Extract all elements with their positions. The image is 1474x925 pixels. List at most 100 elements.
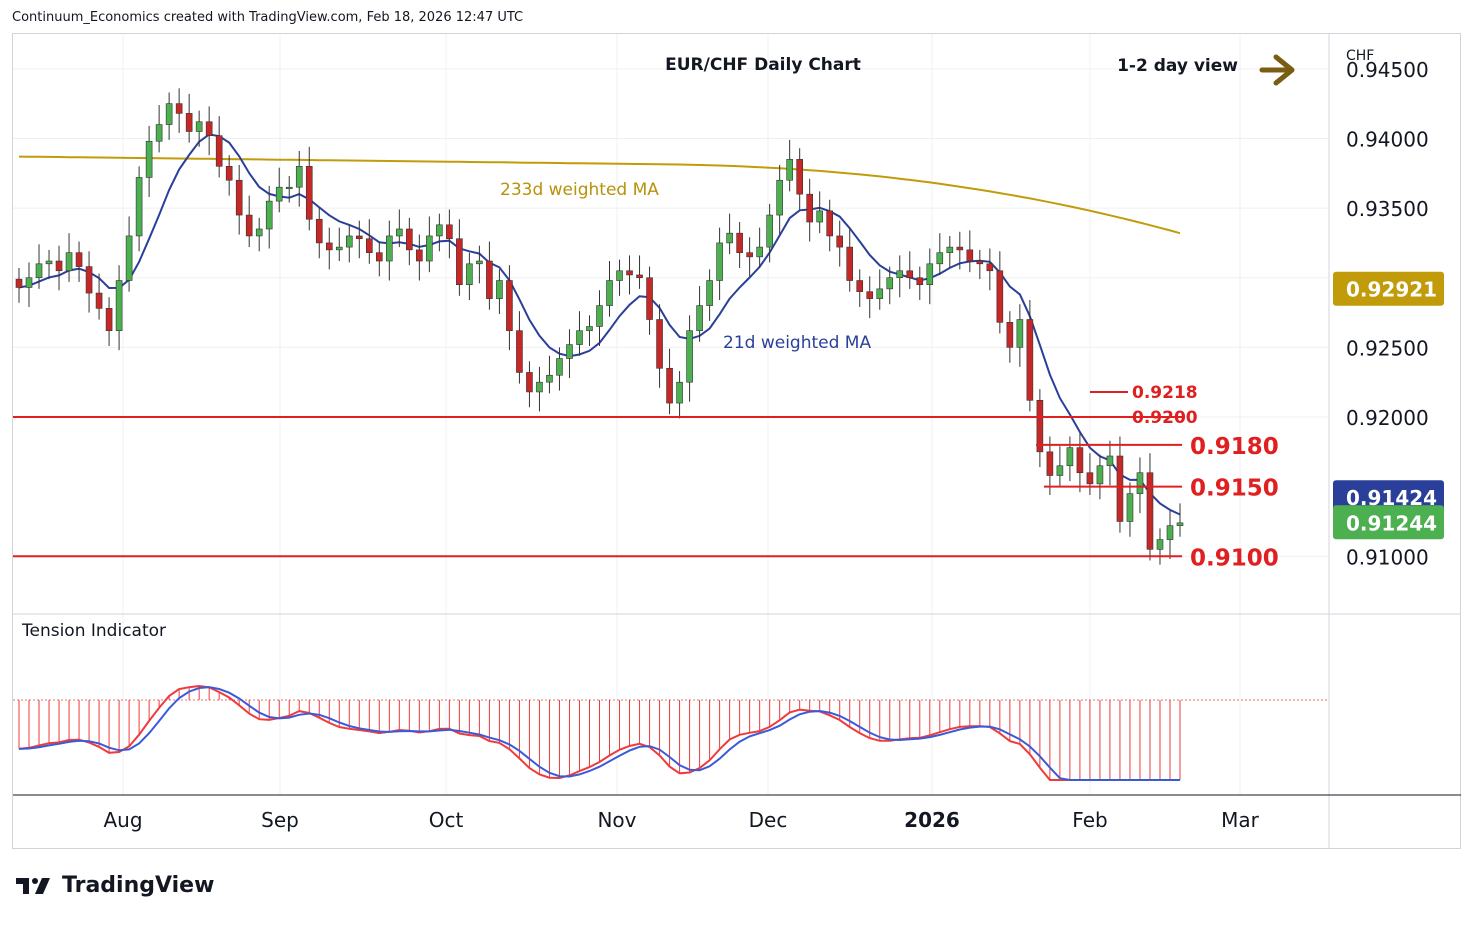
candle-up — [1136, 472, 1144, 494]
candle-down — [406, 228, 413, 251]
candle-down — [956, 246, 964, 251]
candle-up — [335, 246, 343, 251]
candle-down — [175, 103, 183, 114]
candle-up — [115, 280, 123, 331]
candle-down — [85, 266, 93, 294]
candle-down — [416, 249, 423, 262]
arrow-right-icon — [1259, 54, 1295, 86]
candle-down — [736, 232, 743, 253]
candle-down — [846, 246, 854, 281]
time-tick-label: Feb — [1072, 808, 1107, 832]
candle-down — [826, 210, 833, 237]
candle-down — [856, 280, 864, 292]
candle-up — [65, 252, 73, 272]
candle-down — [1026, 319, 1034, 401]
time-tick-label: Aug — [103, 808, 142, 832]
candle-down — [796, 159, 803, 195]
candle-up — [275, 186, 283, 202]
candle-up — [726, 232, 733, 244]
candle-up — [255, 228, 263, 237]
candle-up — [1056, 465, 1064, 476]
time-tick-label: Dec — [749, 808, 788, 832]
candle-down — [95, 292, 103, 309]
chart-credit: Continuum_Economics created with Trading… — [12, 10, 524, 25]
axes: 0.94500 0.94000 0.93500 0.92500 0.92000 0.910… — [13, 34, 1461, 849]
candle-down — [315, 218, 323, 244]
level-label: 0.9218 — [1132, 383, 1198, 403]
price-badge-label: 0.91244 — [1346, 511, 1437, 535]
candle-down — [376, 252, 383, 262]
candle-down — [1036, 399, 1044, 453]
candle-up — [786, 159, 793, 181]
candle-up — [1096, 465, 1104, 485]
candle-up — [756, 246, 763, 258]
candle-up — [536, 381, 543, 393]
candle-up — [476, 260, 483, 265]
price-tick-label: 0.94000 — [1346, 127, 1429, 151]
candle-up — [576, 330, 583, 345]
indicator-slow-line — [18, 686, 1180, 781]
ma21-label: 21d weighted MA — [723, 333, 871, 353]
candle-down — [225, 166, 233, 181]
candle-up — [1016, 319, 1024, 348]
candle-up — [546, 374, 553, 383]
candle-down — [516, 330, 523, 373]
candle-up — [556, 358, 563, 376]
candle-up — [676, 381, 683, 404]
candle-down — [245, 214, 253, 237]
view-label: 1-2 day view — [1117, 56, 1238, 76]
level-label: 0.9180 — [1190, 434, 1279, 460]
price-badge-label: 0.92921 — [1346, 278, 1437, 302]
price-tick-label: 0.92000 — [1346, 406, 1429, 430]
candle-up — [766, 214, 773, 248]
candle-down — [366, 238, 373, 253]
candle-up — [686, 330, 693, 383]
tradingview-logo-icon — [16, 877, 50, 894]
candle-up — [265, 200, 273, 230]
candle-down — [355, 235, 363, 240]
ma233-line — [18, 155, 1181, 235]
time-tick-label: Nov — [597, 808, 636, 832]
candle-down — [636, 274, 643, 279]
price-tick-label: 0.91000 — [1346, 545, 1429, 569]
candle-down — [55, 260, 63, 272]
candle-up — [125, 235, 133, 281]
candles — [15, 88, 1184, 565]
candle-up — [165, 103, 173, 125]
candle-up — [496, 280, 503, 299]
candle-down — [806, 193, 813, 223]
time-tick-label: Mar — [1221, 808, 1260, 832]
candle-up — [616, 270, 623, 281]
candle-up — [706, 280, 713, 306]
candle-down — [1116, 455, 1124, 522]
candle-up — [896, 270, 904, 279]
candle-up — [1106, 455, 1114, 467]
chart-title: EUR/CHF Daily Chart — [665, 55, 861, 75]
candle-up — [285, 186, 293, 190]
candle-up — [35, 263, 43, 279]
candle-up — [606, 280, 613, 306]
levels: 0.9218 0.9200 0.9180 0.9150 0.9100 — [13, 383, 1279, 571]
candle-down — [1076, 447, 1084, 474]
candle-up — [696, 305, 703, 331]
price-badge — [1333, 505, 1444, 540]
candle-up — [936, 252, 944, 265]
candle-up — [566, 344, 573, 359]
candle-up — [946, 246, 954, 253]
price-badge — [1333, 271, 1444, 306]
level-label: 0.9100 — [1190, 545, 1279, 571]
candle-up — [1176, 522, 1184, 526]
candle-down — [986, 263, 994, 272]
candle-down — [526, 372, 533, 393]
candle-down — [506, 280, 513, 331]
chart-frame — [12, 33, 1461, 849]
candle-up — [135, 177, 143, 237]
candle-down — [656, 319, 663, 369]
candle-up — [596, 305, 603, 327]
candle-down — [215, 135, 223, 167]
price-tick-label: 0.94500 — [1346, 58, 1429, 82]
candle-up — [436, 224, 443, 237]
level-label: 0.9200 — [1132, 408, 1198, 428]
candle-down — [205, 121, 213, 136]
